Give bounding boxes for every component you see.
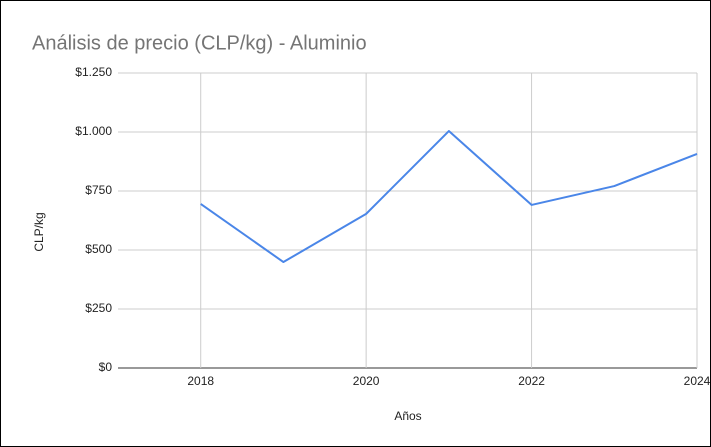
- y-axis-label: CLP/kg: [32, 212, 46, 251]
- x-tick-label: 2022: [518, 374, 545, 388]
- y-tick-label: $0: [99, 360, 113, 374]
- x-tick-label: 2018: [187, 374, 214, 388]
- x-tick-label: 2020: [353, 374, 380, 388]
- x-tick-label: 2024: [684, 374, 711, 388]
- chart-title: Análisis de precio (CLP/kg) - Aluminio: [32, 32, 367, 54]
- y-tick-label: $500: [85, 242, 112, 256]
- y-tick-label: $250: [85, 301, 112, 315]
- data-line: [200, 130, 698, 264]
- x-axis-label: Años: [394, 409, 421, 423]
- y-tick-label: $1.250: [75, 65, 112, 79]
- y-tick-label: $1.000: [75, 124, 112, 138]
- y-tick-label: $750: [85, 183, 112, 197]
